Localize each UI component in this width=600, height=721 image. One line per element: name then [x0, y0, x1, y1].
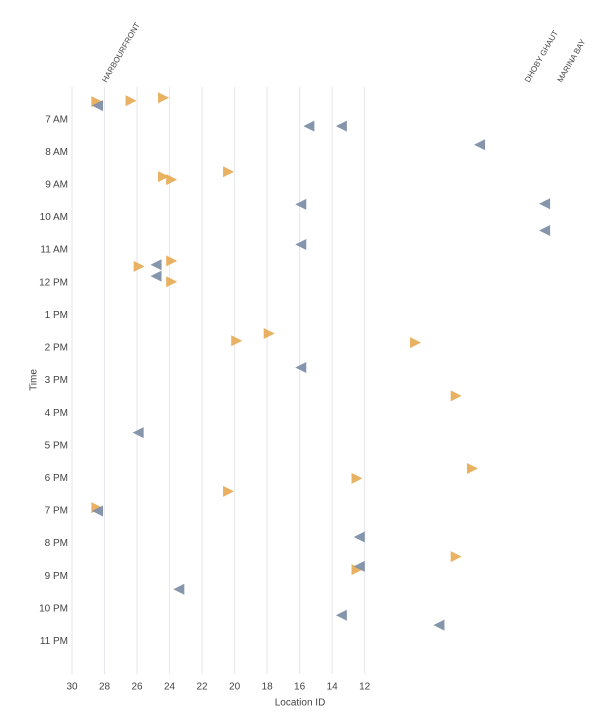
- x-tick-label: 18: [262, 682, 274, 693]
- x-tick-label: 16: [294, 682, 306, 693]
- y-tick-label: 3 PM: [45, 375, 68, 386]
- point: [353, 560, 365, 572]
- y-tick-label: 10 PM: [39, 603, 68, 614]
- point: [92, 505, 104, 517]
- point: [335, 120, 347, 132]
- x-tick-label: 24: [164, 682, 176, 693]
- x-tick-label: 30: [66, 682, 78, 693]
- x-tick-label: 28: [99, 682, 111, 693]
- y-tick-label: 4 PM: [45, 408, 68, 419]
- y-tick-label: 6 PM: [45, 473, 68, 484]
- point: [158, 92, 170, 104]
- point: [132, 427, 144, 439]
- point: [353, 531, 365, 543]
- y-tick-label: 8 AM: [45, 147, 68, 158]
- y-tick-label: 12 PM: [39, 277, 68, 288]
- point: [92, 100, 104, 112]
- point: [466, 463, 478, 475]
- point: [231, 335, 243, 347]
- y-tick-label: 8 PM: [45, 538, 68, 549]
- point: [410, 337, 422, 349]
- point: [335, 609, 347, 621]
- point: [223, 485, 235, 497]
- y-axis-label: Time: [29, 369, 40, 391]
- point: [166, 276, 178, 288]
- y-tick-label: 9 PM: [45, 571, 68, 582]
- point: [166, 255, 178, 267]
- point: [450, 390, 462, 402]
- point: [539, 198, 551, 210]
- annotation: DHOBY GHAUT: [523, 29, 560, 84]
- y-tick-label: 9 AM: [45, 179, 68, 190]
- point: [295, 239, 307, 251]
- point: [351, 564, 363, 576]
- y-tick-label: 5 PM: [45, 440, 68, 451]
- point: [133, 260, 145, 272]
- point: [91, 96, 103, 108]
- point: [125, 95, 137, 107]
- y-tick-label: 11 AM: [40, 245, 68, 256]
- y-tick-label: 11 PM: [40, 636, 68, 647]
- point: [150, 259, 162, 271]
- point: [303, 120, 315, 132]
- point: [173, 583, 185, 595]
- point: [539, 224, 551, 236]
- y-tick-label: 10 AM: [40, 212, 68, 223]
- point: [150, 270, 162, 282]
- point: [474, 139, 486, 151]
- y-tick-label: 7 PM: [45, 506, 68, 517]
- point: [433, 619, 445, 631]
- point: [158, 171, 170, 183]
- annotation: MARINA BAY: [556, 37, 588, 84]
- x-tick-label: 14: [327, 682, 339, 693]
- point: [295, 198, 307, 210]
- annotation: HARBOURFRONT: [100, 21, 142, 84]
- y-tick-label: 2 PM: [45, 343, 68, 354]
- point: [351, 472, 363, 484]
- point: [450, 551, 462, 563]
- point: [223, 166, 235, 178]
- y-tick-label: 7 AM: [45, 114, 68, 125]
- y-tick-label: 1 PM: [45, 310, 68, 321]
- x-tick-label: 22: [197, 682, 209, 693]
- x-tick-label: 20: [229, 682, 241, 693]
- point: [166, 174, 178, 186]
- x-tick-label: 12: [359, 682, 371, 693]
- x-axis-label: Location ID: [275, 698, 326, 709]
- point: [263, 328, 275, 340]
- x-tick-label: 26: [131, 682, 143, 693]
- point: [295, 361, 307, 373]
